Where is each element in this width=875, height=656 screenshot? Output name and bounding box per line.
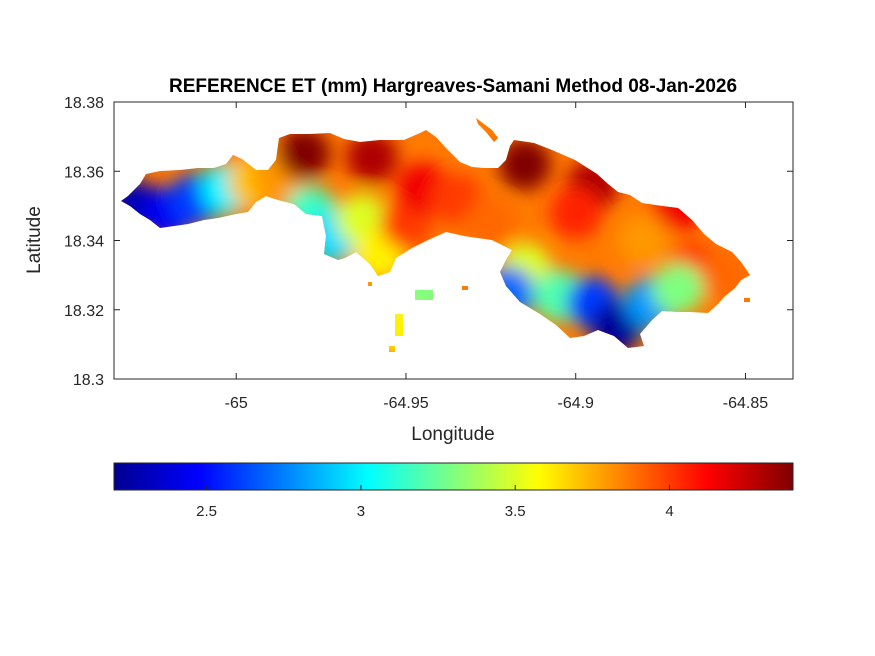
y-tick-label: 18.32 bbox=[64, 303, 104, 320]
y-tick-label: 18.38 bbox=[64, 95, 104, 112]
x-axis-label: Longitude bbox=[411, 424, 494, 445]
y-axis: 18.3 18.32 18.34 18.36 18.38 bbox=[64, 95, 793, 389]
x-tick-label: -65 bbox=[225, 395, 248, 412]
field-sample bbox=[549, 186, 602, 239]
field-sample bbox=[464, 197, 517, 250]
x-tick-label: -64.95 bbox=[383, 395, 428, 412]
y-tick-label: 18.3 bbox=[73, 372, 104, 389]
field-sample bbox=[498, 138, 551, 191]
y-tick-label: 18.36 bbox=[64, 164, 104, 181]
x-axis: -65 -64.95 -64.9 -64.85 bbox=[225, 102, 768, 412]
colorbar-tick-label: 3 bbox=[357, 503, 365, 520]
field-sample bbox=[346, 131, 399, 184]
y-axis-label: Latitude bbox=[24, 206, 45, 274]
y-tick-label: 18.34 bbox=[64, 234, 104, 251]
field-sample bbox=[278, 127, 331, 180]
colorbar-tick-label: 4 bbox=[665, 503, 673, 520]
colorbar-tick-label: 3.5 bbox=[505, 503, 526, 520]
x-tick-label: -64.9 bbox=[557, 395, 594, 412]
colorbar-ticks: 2.5 3 3.5 4 bbox=[196, 485, 674, 520]
field-sample bbox=[617, 214, 670, 267]
colorbar bbox=[113, 462, 794, 491]
x-tick-label: -64.85 bbox=[723, 395, 768, 412]
field-sample bbox=[651, 262, 704, 315]
chart-title: REFERENCE ET (mm) Hargreaves-Samani Meth… bbox=[169, 76, 737, 97]
colorbar-tick-label: 2.5 bbox=[196, 503, 217, 520]
